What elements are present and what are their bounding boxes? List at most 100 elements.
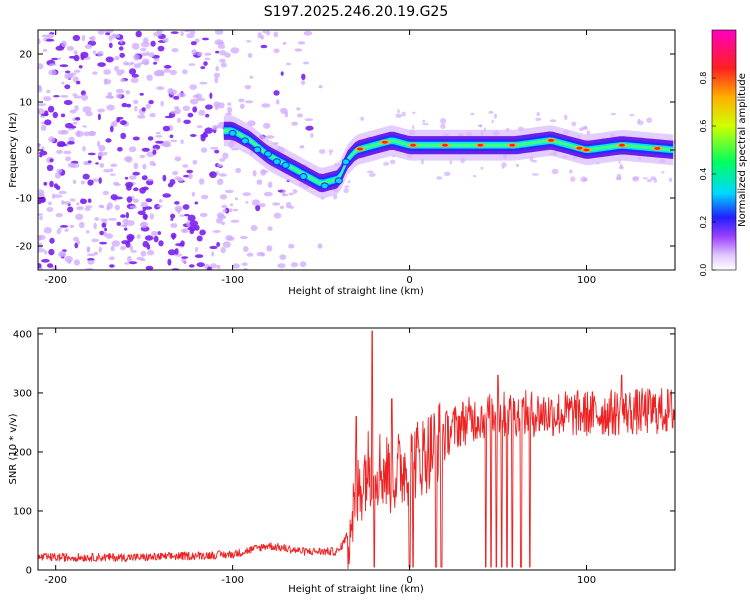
- noise-blob: [190, 41, 197, 46]
- noise-blob: [284, 111, 289, 118]
- noise-blob: [93, 222, 97, 230]
- noise-blob: [152, 149, 157, 155]
- noise-blob: [440, 123, 446, 129]
- ridge-hotspot: [442, 143, 448, 147]
- noise-blob: [139, 154, 146, 159]
- snr-xtick-label: 0: [406, 575, 412, 586]
- noise-blob: [120, 78, 126, 83]
- noise-blob: [64, 84, 71, 90]
- noise-blob: [263, 122, 271, 129]
- noise-blob: [301, 73, 306, 81]
- noise-blob: [128, 146, 137, 153]
- noise-blob: [187, 214, 196, 222]
- noise-blob: [105, 138, 112, 143]
- noise-blob: [192, 160, 198, 165]
- noise-blob: [217, 41, 225, 45]
- noise-blob: [76, 202, 80, 206]
- noise-blob: [225, 112, 232, 116]
- ridge-hotspot: [576, 146, 583, 150]
- noise-blob: [194, 246, 199, 253]
- noise-blob: [164, 115, 174, 119]
- noise-blob: [618, 166, 624, 170]
- noise-blob: [422, 123, 429, 126]
- noise-blob: [58, 227, 62, 230]
- noise-blob: [199, 229, 206, 236]
- noise-blob: [190, 134, 197, 137]
- noise-blob: [238, 98, 245, 103]
- snr-ytick-label: 400: [13, 329, 32, 340]
- noise-blob: [80, 198, 87, 204]
- noise-blob: [132, 198, 139, 203]
- noise-blob: [279, 205, 285, 209]
- noise-blob: [198, 109, 206, 116]
- noise-blob: [449, 160, 452, 165]
- noise-blob: [263, 191, 273, 197]
- noise-blob: [212, 230, 221, 233]
- noise-blob: [581, 126, 587, 130]
- noise-blob: [148, 52, 155, 58]
- noise-blob: [180, 30, 184, 37]
- noise-blob: [571, 121, 577, 127]
- noise-blob: [143, 37, 149, 44]
- noise-blob: [130, 61, 134, 65]
- noise-blob: [56, 229, 61, 235]
- noise-blob: [209, 92, 213, 99]
- noise-blob: [57, 57, 61, 60]
- noise-blob: [73, 259, 80, 266]
- noise-blob: [210, 147, 219, 150]
- colorbar: 0.0 0.2 0.4 0.6 0.8 Normalized spectral ampl…: [699, 29, 748, 276]
- noise-blob: [106, 96, 115, 99]
- noise-blob: [114, 204, 121, 211]
- noise-blob: [272, 202, 281, 206]
- noise-blob: [64, 255, 73, 263]
- noise-blob: [531, 159, 538, 163]
- noise-blob: [197, 97, 206, 102]
- ridge-hotspot: [410, 143, 417, 147]
- ridge-blob: [320, 182, 329, 190]
- noise-blob: [219, 158, 226, 162]
- noise-blob: [120, 245, 127, 251]
- noise-blob: [111, 33, 117, 39]
- noise-blob: [56, 149, 63, 154]
- noise-blob: [285, 62, 292, 66]
- noise-blob: [501, 162, 507, 168]
- noise-blob: [265, 30, 271, 36]
- noise-blob: [141, 58, 150, 65]
- noise-blob: [280, 71, 284, 76]
- noise-blob: [162, 37, 169, 43]
- noise-blob: [167, 87, 174, 94]
- noise-blob: [61, 200, 65, 205]
- noise-blob: [189, 84, 197, 90]
- noise-blob: [162, 193, 171, 198]
- noise-blob: [82, 106, 92, 113]
- noise-blob: [100, 218, 109, 222]
- noise-blob: [260, 44, 268, 49]
- noise-blob: [194, 224, 200, 231]
- noise-blob: [259, 203, 266, 208]
- noise-blob: [87, 259, 95, 265]
- noise-blob: [209, 245, 218, 250]
- noise-blob: [155, 135, 163, 138]
- noise-blob: [249, 75, 254, 79]
- noise-blob: [141, 175, 148, 181]
- colorbar-label: Normalized spectral amplitude: [737, 73, 748, 227]
- noise-blob: [288, 192, 294, 196]
- noise-blob: [74, 105, 79, 111]
- noise-blob: [218, 173, 227, 177]
- noise-blob: [245, 201, 249, 204]
- noise-blob: [110, 168, 114, 173]
- noise-blob: [38, 235, 42, 242]
- noise-blob: [205, 113, 210, 118]
- snr-frame: [37, 327, 676, 571]
- noise-blob: [73, 54, 80, 62]
- noise-blob: [131, 73, 139, 78]
- noise-blob: [201, 147, 208, 153]
- noise-blob: [229, 203, 234, 207]
- ridge-hotspot: [654, 147, 661, 150]
- noise-blob: [192, 94, 200, 98]
- noise-blob: [191, 191, 196, 197]
- noise-blob: [120, 224, 127, 227]
- noise-blob: [244, 84, 252, 90]
- noise-blob: [40, 124, 47, 131]
